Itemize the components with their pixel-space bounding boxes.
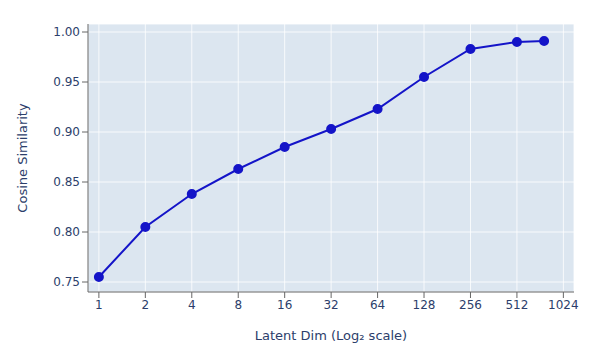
svg-text:0.75: 0.75	[53, 275, 80, 289]
svg-text:32: 32	[323, 298, 338, 312]
svg-text:Latent Dim (Log₂ scale): Latent Dim (Log₂ scale)	[255, 328, 407, 343]
svg-text:64: 64	[370, 298, 385, 312]
svg-text:512: 512	[505, 298, 528, 312]
svg-text:1: 1	[95, 298, 103, 312]
svg-text:1024: 1024	[548, 298, 579, 312]
svg-text:256: 256	[459, 298, 482, 312]
svg-text:128: 128	[413, 298, 436, 312]
svg-text:0.85: 0.85	[53, 175, 80, 189]
svg-text:0.95: 0.95	[53, 75, 80, 89]
svg-text:8: 8	[234, 298, 242, 312]
svg-text:4: 4	[188, 298, 196, 312]
svg-text:16: 16	[277, 298, 292, 312]
svg-text:1.00: 1.00	[53, 25, 80, 39]
svg-text:0.90: 0.90	[53, 125, 80, 139]
svg-text:2: 2	[142, 298, 150, 312]
svg-text:Cosine Similarity: Cosine Similarity	[15, 103, 30, 213]
svg-text:0.80: 0.80	[53, 225, 80, 239]
